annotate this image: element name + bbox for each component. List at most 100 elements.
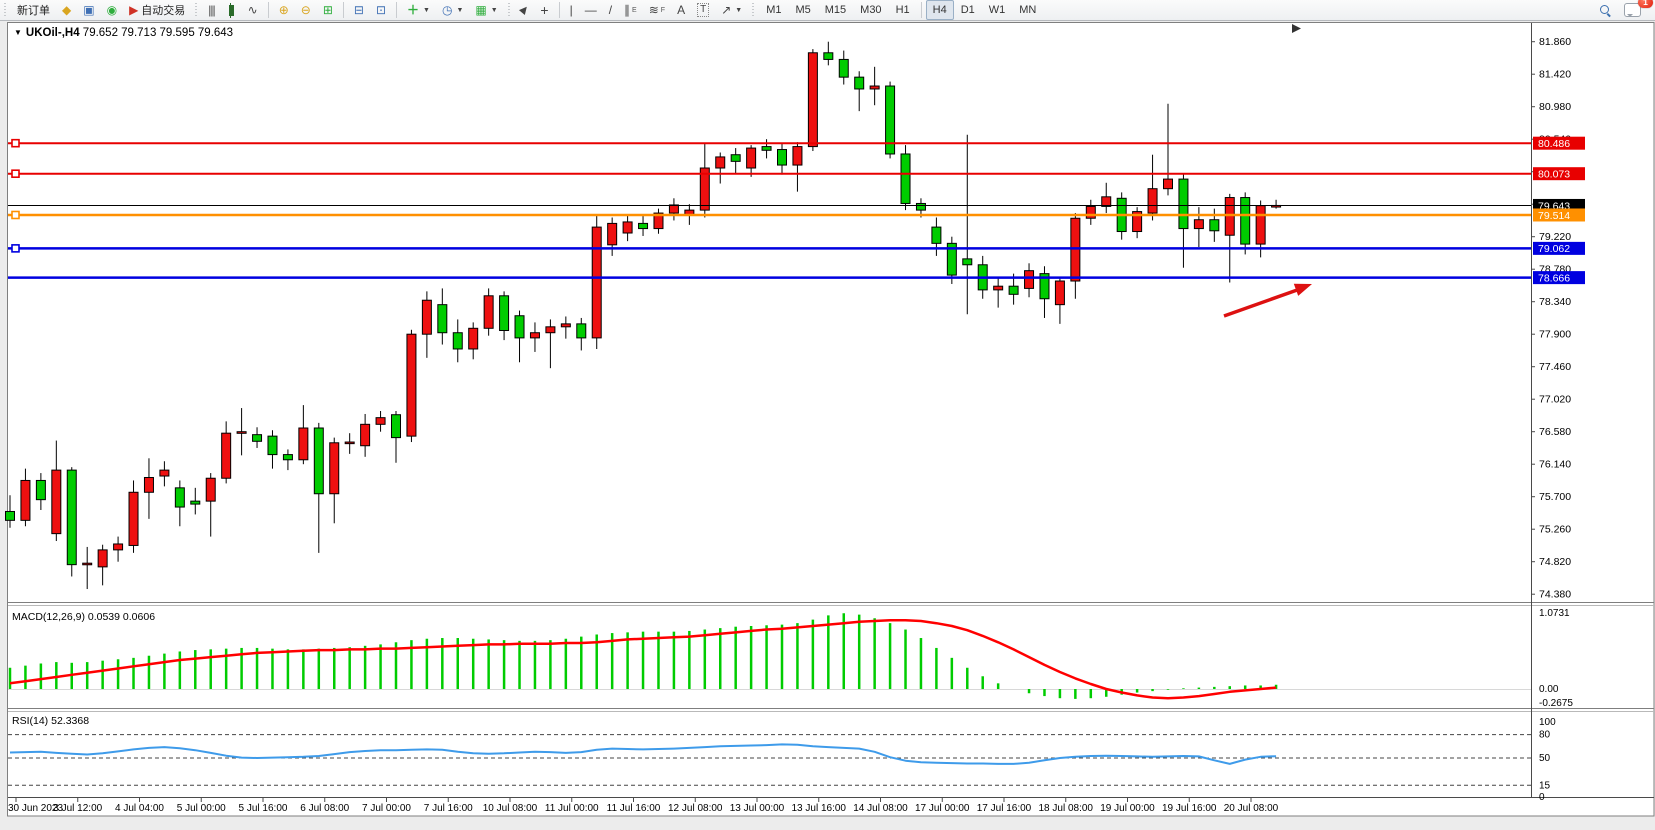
chat-icon (1624, 3, 1641, 17)
candle-up (1070, 217, 1081, 282)
price-tag-label: 80.073 (1538, 168, 1570, 180)
auto-trading-button[interactable]: ▶ 自动交易 (123, 0, 191, 20)
rsi-scale-label: 15 (1539, 780, 1551, 791)
candle-down (1209, 219, 1220, 232)
chart-ohlc-values: 79.652 79.713 79.595 79.643 (82, 27, 234, 39)
candle-up (668, 204, 679, 214)
timeframe-button-m1[interactable]: M1 (766, 4, 782, 16)
candlestick-chart-icon (227, 2, 236, 18)
trendline-button[interactable]: / (603, 0, 618, 20)
market-watch-button[interactable]: ◆ (56, 0, 77, 20)
time-axis-label: 11 Jul 16:00 (607, 803, 661, 814)
timeframe-button-mn[interactable]: MN (1019, 4, 1037, 16)
candle-down (931, 226, 942, 244)
vertical-line-icon: | (569, 3, 573, 17)
equidistant-channel-icon: ∥ (624, 3, 631, 17)
candle-down (854, 76, 865, 90)
candle-up (993, 285, 1004, 291)
chart-shift-marker-icon[interactable] (1292, 24, 1301, 33)
candle-up (468, 327, 479, 350)
price-tag-label: 79.514 (1538, 210, 1570, 222)
toolbar-grip[interactable] (751, 3, 757, 17)
time-axis-label: 5 Jul 16:00 (239, 803, 288, 814)
fibonacci-button[interactable]: ≋ F (643, 0, 671, 20)
text-button[interactable]: A (671, 0, 691, 20)
candle-down (761, 146, 772, 151)
timeframe-button-m15[interactable]: M15 (824, 4, 847, 16)
timeframe-button-h4[interactable]: H4 (925, 0, 954, 20)
candlestick-chart-button[interactable] (221, 0, 242, 20)
candle-up (375, 417, 386, 425)
toolbar-grip[interactable] (3, 3, 8, 17)
time-axis-label: 17 Jul 00:00 (915, 803, 970, 814)
timeframe-button-m5[interactable]: M5 (795, 4, 811, 16)
horizontal-line-button[interactable]: — (579, 0, 603, 20)
zoom-in-button[interactable]: ⊕ (273, 0, 295, 20)
search-button[interactable] (1593, 0, 1618, 20)
toolbar-separator (920, 2, 922, 18)
toolbar-grip[interactable] (194, 3, 200, 17)
price-tick-label: 79.220 (1539, 231, 1571, 243)
indicator-list-button[interactable]: ⊟ (348, 0, 370, 20)
text-label-button[interactable]: T (691, 0, 715, 20)
arrows-tool-button[interactable]: ↗ ▼ (715, 0, 748, 20)
candle-up (483, 295, 494, 329)
price-tick-label: 74.380 (1539, 589, 1571, 601)
candle-up (622, 221, 633, 234)
templates-button[interactable]: ▦ ▼ (469, 0, 503, 20)
rsi-scale-label: 100 (1539, 717, 1556, 728)
candle-up (82, 562, 93, 566)
search-icon (1599, 4, 1612, 17)
bar-chart-button[interactable]: ||| (202, 0, 220, 20)
price-tag-79.514 (1533, 208, 1585, 222)
navigator-button[interactable]: ▣ (77, 0, 100, 20)
macd-indicator-label: MACD(12,26,9) 0.0539 0.0606 (12, 611, 155, 623)
notifications-button[interactable]: 1 (1618, 0, 1653, 20)
hline-handle-79.062[interactable] (11, 244, 20, 253)
periods-button[interactable]: ◷ ▼ (436, 0, 469, 20)
equidistant-channel-button[interactable]: ∥ E (618, 0, 643, 20)
toolbar-grip[interactable] (506, 3, 512, 17)
hline-handle-80.073[interactable] (11, 169, 20, 178)
time-axis-label: 20 Jul 08:00 (1224, 803, 1279, 814)
crosshair-button[interactable]: + (534, 0, 554, 20)
timeframe-button-h1[interactable]: H1 (895, 4, 910, 16)
rsi-scale-label: 80 (1539, 730, 1551, 741)
add-indicator-icon: ＋ (407, 3, 420, 17)
price-tag-label: 80.486 (1538, 138, 1570, 150)
candle-up (406, 333, 417, 437)
timeframe-button-m30[interactable]: M30 (860, 4, 882, 16)
add-indicator-button[interactable]: ＋ ▼ (401, 0, 436, 20)
line-chart-button[interactable]: ∿ (242, 0, 264, 20)
new-order-button[interactable]: 新订单 (11, 0, 56, 20)
zoom-in-icon: ⊕ (278, 3, 289, 17)
annotation-arrow-line[interactable] (1223, 287, 1301, 318)
candle-up (221, 432, 232, 479)
auto-trading-icon: ▶ (129, 3, 139, 17)
symbol-dropdown-icon[interactable]: ▼ (14, 28, 22, 37)
hline-handle-80.486[interactable] (11, 138, 20, 148)
candle-down (391, 414, 401, 439)
toolbar-separator (558, 2, 560, 18)
signals-button[interactable]: ◉ (101, 0, 123, 20)
timeframe-button-w1[interactable]: W1 (988, 4, 1006, 16)
trendline-icon: / (608, 3, 613, 17)
annotation-arrowhead-icon[interactable] (1293, 283, 1312, 296)
candle-down (1240, 197, 1251, 245)
zoom-out-button[interactable]: ⊖ (295, 0, 317, 20)
candle-up (1255, 205, 1266, 245)
candle-down (313, 427, 324, 495)
candle-down (1008, 285, 1019, 295)
cursor-button[interactable]: ▶ (515, 0, 535, 20)
vertical-line-button[interactable]: | (564, 0, 579, 20)
macd-signal-value: 0.0606 (122, 611, 156, 623)
chevron-down-icon: ▼ (735, 6, 743, 14)
macd-scale-label: 0.00 (1539, 684, 1559, 695)
cursor-icon: ▶ (517, 3, 531, 17)
indicator-window-button[interactable]: ⊡ (370, 0, 392, 20)
timeframe-button-d1[interactable]: D1 (960, 4, 975, 16)
tile-windows-button[interactable]: ⊞ (317, 0, 339, 20)
candle-up (653, 212, 664, 230)
hline-handle-79.514[interactable] (11, 210, 20, 220)
